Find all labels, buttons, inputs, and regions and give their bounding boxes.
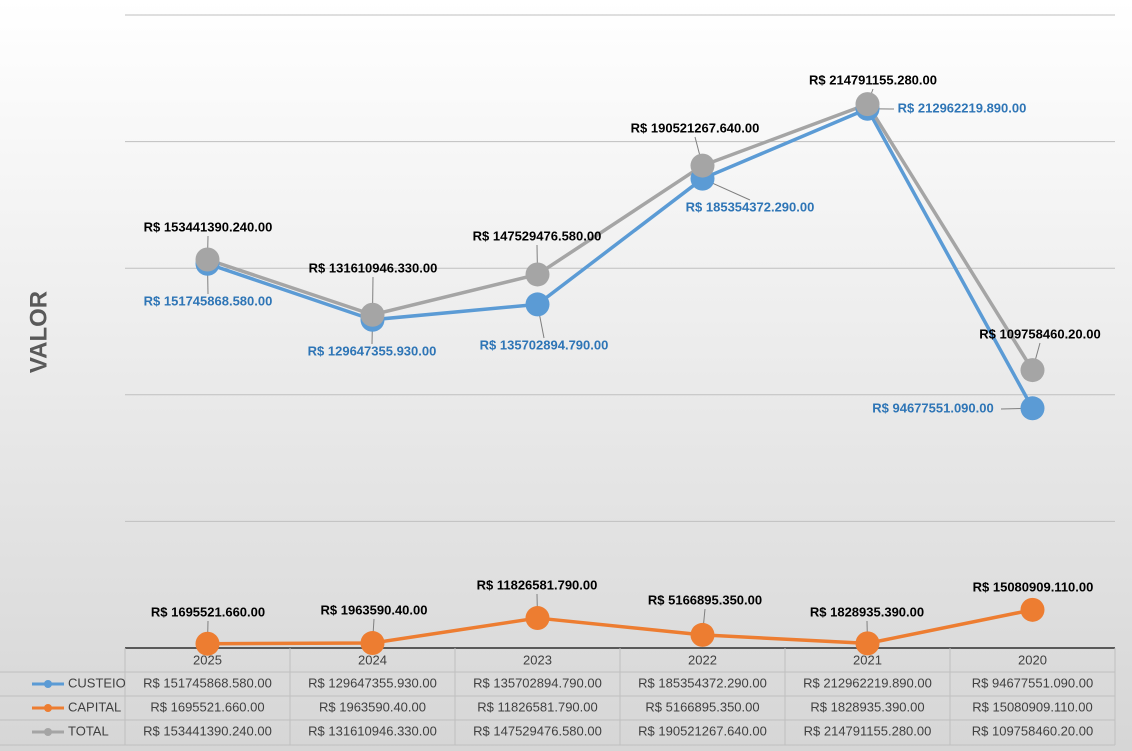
x-tick-label: 2024 [358,652,387,667]
table-cell: R$ 1695521.660.00 [150,699,264,714]
data-label: R$ 15080909.110.00 [973,579,1094,594]
marker [525,262,550,287]
table-cell: R$ 147529476.580.00 [473,723,602,738]
marker [855,92,880,117]
marker [690,153,715,178]
data-label: R$ 5166895.350.00 [648,592,762,607]
data-label: R$ 131610946.330.00 [309,260,438,275]
x-tick-label: 2020 [1018,652,1047,667]
y-axis-title: VALOR [25,291,52,373]
data-label: R$ 153441390.240.00 [144,219,273,234]
table-cell: R$ 153441390.240.00 [143,723,272,738]
x-tick-label: 2021 [853,652,882,667]
table-cell: R$ 131610946.330.00 [308,723,437,738]
table-cell: R$ 212962219.890.00 [803,675,932,690]
legend-label: CUSTEIO [68,675,126,690]
data-label: R$ 129647355.930.00 [308,343,437,358]
x-tick-label: 2022 [688,652,717,667]
table-cell: R$ 214791155.280.00 [804,723,932,738]
marker [525,606,550,631]
data-label: R$ 1828935.390.00 [810,604,924,619]
marker [1020,597,1045,622]
table-cell: R$ 1963590.40.00 [319,699,426,714]
data-label: R$ 109758460.20.00 [979,326,1100,341]
table-cell: R$ 129647355.930.00 [308,675,437,690]
marker [1020,396,1045,421]
marker [690,622,715,647]
legend-label: CAPITAL [68,699,121,714]
table-cell: R$ 151745868.580.00 [143,675,272,690]
data-label: R$ 1695521.660.00 [151,604,265,619]
data-label: R$ 94677551.090.00 [872,400,993,415]
table-cell: R$ 135702894.790.00 [473,675,602,690]
series-line [206,102,1034,372]
data-label: R$ 147529476.580.00 [473,228,602,243]
legend-label: TOTAL [68,723,109,738]
table-cell: R$ 185354372.290.00 [638,675,767,690]
data-label: R$ 135702894.790.00 [480,337,609,352]
data-label: R$ 214791155.280.00 [809,72,937,87]
table-cell: R$ 5166895.350.00 [645,699,759,714]
data-label: R$ 185354372.290.00 [686,199,815,214]
table-cell: R$ 190521267.640.00 [638,723,767,738]
series-line [207,608,1033,646]
table-cell: R$ 11826581.790.00 [477,699,597,714]
marker [360,302,385,327]
marker [360,631,385,656]
table-cell: R$ 1828935.390.00 [810,699,924,714]
series-line [206,107,1035,410]
x-tick-label: 2023 [523,652,552,667]
marker [195,631,220,656]
marker [525,292,550,317]
table-cell: R$ 94677551.090.00 [972,675,1093,690]
legend-key [44,680,52,688]
table-cell: R$ 109758460.20.00 [972,723,1093,738]
legend-key [44,728,52,736]
data-label: R$ 1963590.40.00 [321,602,428,617]
data-label: R$ 151745868.580.00 [144,293,273,308]
data-label: R$ 212962219.890.00 [898,100,1027,115]
marker [855,631,880,656]
legend-key [44,704,52,712]
table-cell: R$ 15080909.110.00 [972,699,1092,714]
data-label: R$ 190521267.640.00 [631,120,760,135]
data-label: R$ 11826581.790.00 [477,577,598,592]
marker [1020,358,1045,383]
x-tick-label: 2025 [193,652,222,667]
marker [195,247,220,272]
